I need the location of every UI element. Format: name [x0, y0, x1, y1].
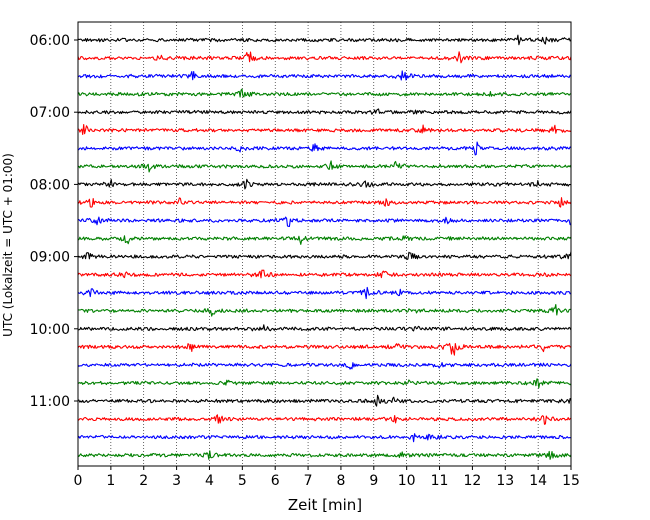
- y-tick-label: 09:00: [30, 250, 70, 266]
- trace-0945: [77, 303, 572, 317]
- x-tick-label: 8: [336, 473, 345, 489]
- y-tick-label: 11:00: [30, 394, 70, 410]
- y-axis-label: UTC (Lokalzeit = UTC + 01:00): [1, 153, 15, 337]
- trace-0600: [77, 34, 572, 46]
- x-tick-label: 6: [271, 473, 280, 489]
- trace-0615: [77, 51, 572, 64]
- trace-0830: [77, 216, 572, 228]
- x-tick-label: 15: [562, 473, 580, 489]
- trace-1130: [77, 433, 572, 443]
- trace-1015: [77, 342, 572, 356]
- x-tick-label: 0: [74, 473, 83, 489]
- trace-0800: [77, 178, 572, 190]
- x-tick-label: 10: [398, 473, 416, 489]
- trace-0915: [77, 269, 572, 279]
- x-tick-label: 3: [172, 473, 181, 489]
- x-tick-label: 5: [238, 473, 247, 489]
- trace-0630: [77, 70, 572, 81]
- x-tick-label: 9: [369, 473, 378, 489]
- trace-0815: [77, 197, 572, 208]
- trace-0930: [77, 286, 572, 300]
- plot-frame: [77, 21, 572, 467]
- trace-1000: [77, 324, 572, 332]
- trace-0745: [77, 160, 572, 173]
- x-axis-ticks: 0 1 2 3 4 5 6 7 8 9 10 11 12 13 14 15: [74, 466, 580, 489]
- x-tick-label: 14: [529, 473, 547, 489]
- trace-1030: [77, 362, 572, 370]
- y-tick-label: 07:00: [30, 105, 70, 121]
- x-tick-label: 11: [431, 473, 449, 489]
- x-tick-label: 1: [106, 473, 115, 489]
- x-tick-label: 2: [139, 473, 148, 489]
- x-tick-label: 4: [205, 473, 214, 489]
- trace-0645: [77, 88, 572, 98]
- trace-0730: [77, 141, 572, 156]
- seismic-traces: [77, 34, 572, 460]
- y-tick-label: 08:00: [30, 177, 70, 193]
- trace-1100: [77, 394, 572, 407]
- trace-1145: [77, 450, 572, 460]
- x-tick-label: 13: [496, 473, 514, 489]
- grid-lines: [110, 22, 539, 466]
- trace-0715: [77, 124, 572, 135]
- trace-0700: [77, 108, 572, 115]
- trace-0845: [77, 235, 572, 245]
- trace-0900: [77, 251, 572, 261]
- trace-1115: [77, 414, 572, 425]
- y-tick-label: 06:00: [30, 33, 70, 49]
- trace-1045: [77, 378, 572, 389]
- x-axis-label: Zeit [min]: [288, 496, 362, 514]
- x-tick-label: 12: [463, 473, 481, 489]
- y-axis-ticks: 06:00 07:00 08:00 09:00 10:00 11:00: [30, 33, 78, 410]
- y-tick-label: 10:00: [30, 322, 70, 338]
- x-tick-label: 7: [304, 473, 313, 489]
